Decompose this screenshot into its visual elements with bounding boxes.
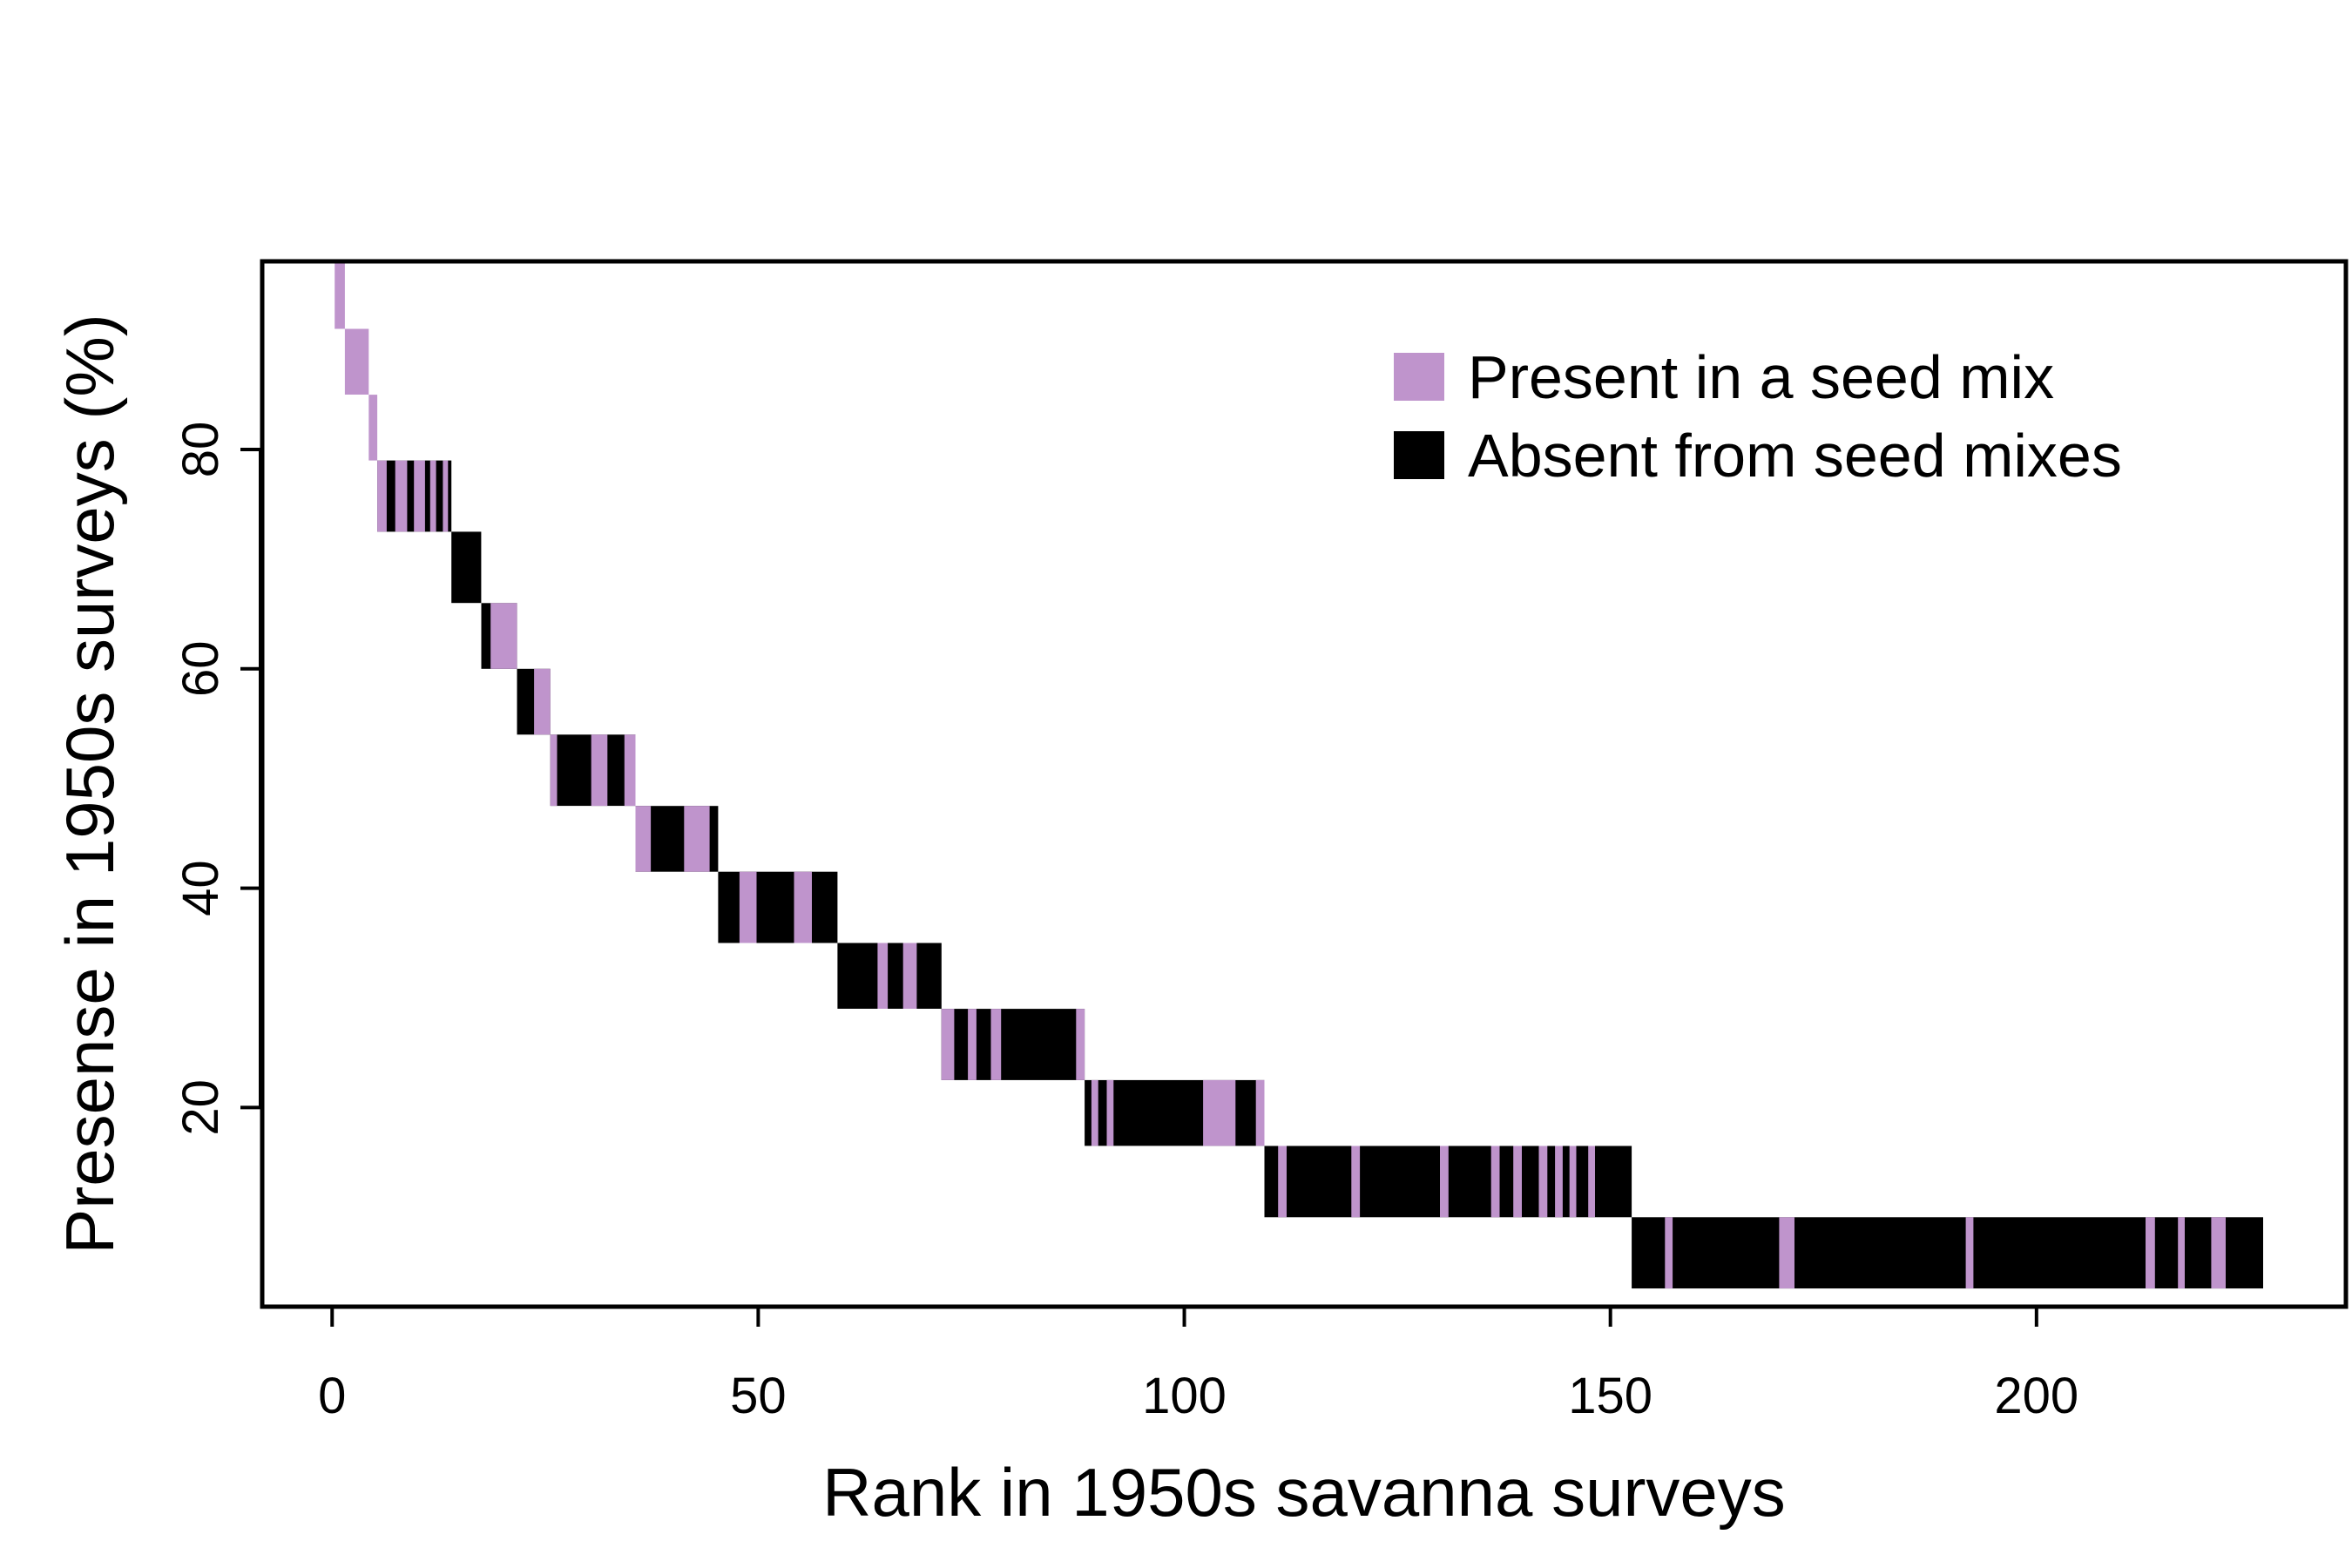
x-axis: 0 50 100 150 200	[318, 1305, 2078, 1424]
bar-segment-absent	[837, 943, 942, 1009]
bar-segment-present	[1440, 1146, 1449, 1218]
y-tick-label: 60	[172, 641, 229, 698]
bars-layer	[335, 263, 2263, 1289]
bar-segment-present	[1278, 1146, 1287, 1218]
bar-segment-present	[877, 943, 889, 1009]
x-tick-label: 0	[318, 1368, 346, 1424]
bar-segment-present	[684, 806, 710, 872]
y-axis: 20 40 60 80	[172, 422, 262, 1136]
bar-segment-present	[624, 734, 636, 807]
bar-segment-present	[443, 460, 449, 532]
bar-segment-present	[1588, 1146, 1595, 1218]
bar-segment-present	[1203, 1079, 1236, 1146]
bar-segment-absent	[941, 1009, 1085, 1080]
legend-swatch-absent	[1394, 431, 1444, 479]
bar-segment-present	[968, 1009, 977, 1080]
bar-segment-present	[377, 460, 387, 532]
y-tick-label: 40	[172, 860, 229, 916]
bar-segment-present	[1490, 1146, 1500, 1218]
bar-segment-present	[1555, 1146, 1563, 1218]
legend: Present in a seed mix Absent from seed m…	[1394, 343, 2122, 490]
x-tick-label: 200	[1994, 1368, 2078, 1424]
bar-segment-absent	[718, 871, 838, 943]
bar-segment-present	[941, 1009, 955, 1080]
x-tick-label: 50	[730, 1368, 787, 1424]
bar-segment-present	[794, 871, 812, 943]
bar-segment-present	[490, 603, 517, 669]
bar-segment-absent	[451, 531, 482, 604]
bar-segment-present	[990, 1009, 1002, 1080]
bar-segment-present	[1091, 1079, 1098, 1146]
bar-segment-present	[739, 871, 757, 943]
y-tick-label: 20	[172, 1079, 229, 1136]
bar-segment-present	[1255, 1079, 1265, 1146]
bar-segment-present	[1076, 1009, 1085, 1080]
x-tick-label: 150	[1568, 1368, 1652, 1424]
bar-segment-present	[335, 263, 345, 329]
x-tick-label: 100	[1142, 1368, 1227, 1424]
y-axis-title: Presense in 1950s surveys (%)	[51, 314, 128, 1254]
bar-segment-present	[550, 734, 558, 807]
bar-segment-present	[1106, 1079, 1114, 1146]
bar-segment-present	[1779, 1217, 1794, 1289]
legend-label-absent: Absent from seed mixes	[1468, 422, 2122, 490]
bar-segment-present	[429, 460, 436, 532]
bar-segment-present	[414, 460, 425, 532]
bar-segment-present	[1351, 1146, 1361, 1218]
bar-segment-present	[368, 395, 378, 461]
bar-segment-present	[344, 328, 369, 395]
bar-segment-present	[1665, 1217, 1673, 1289]
bar-segment-present	[1513, 1146, 1522, 1218]
bar-segment-present	[2146, 1217, 2155, 1289]
bar-segment-present	[2211, 1217, 2226, 1289]
bar-segment-absent	[1632, 1217, 2263, 1289]
y-tick-label: 80	[172, 422, 229, 478]
bar-segment-present	[534, 668, 551, 735]
bar-segment-present	[1569, 1146, 1577, 1218]
legend-label-present: Present in a seed mix	[1468, 343, 2054, 411]
bar-segment-present	[591, 734, 608, 807]
legend-swatch-present	[1394, 353, 1444, 401]
bar-segment-present	[1965, 1217, 1974, 1289]
x-axis-title: Rank in 1950s savanna surveys	[822, 1454, 1786, 1531]
bar-segment-present	[2178, 1217, 2185, 1289]
bar-segment-present	[902, 943, 917, 1009]
bar-segment-present	[635, 806, 652, 872]
bar-segment-present	[1538, 1146, 1548, 1218]
bar-segment-present	[395, 460, 408, 532]
